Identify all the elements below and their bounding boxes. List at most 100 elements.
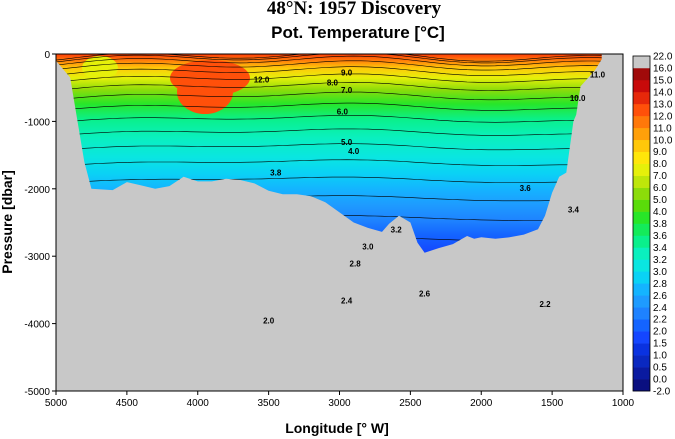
- colorbar-label: 15.0: [653, 75, 673, 86]
- chart-subtitle: Pot. Temperature [°C]: [271, 23, 445, 42]
- contour-label: 2.0: [263, 317, 275, 326]
- colorbar-label: 0.0: [653, 375, 667, 386]
- contour-label: 2.8: [350, 259, 362, 268]
- y-tick-label: -3000: [24, 252, 50, 263]
- contour-line: [56, 60, 602, 71]
- contour-label: 6.0: [337, 108, 349, 117]
- colorbar-swatch: [633, 139, 650, 153]
- colorbar-swatch: [633, 115, 650, 129]
- y-tick-label: -1000: [24, 117, 50, 128]
- x-tick-label: 3000: [328, 398, 351, 409]
- contour-line: [56, 159, 602, 167]
- colorbar-swatch: [633, 199, 650, 212]
- contour-label: 8.0: [327, 79, 339, 88]
- colorbar-swatch: [633, 307, 650, 320]
- x-tick-label: 2000: [470, 398, 493, 409]
- contour-line: [56, 66, 602, 76]
- x-tick-label: 4000: [187, 398, 210, 409]
- colorbar-swatch: [633, 67, 650, 81]
- colorbar-label: 3.4: [653, 243, 667, 254]
- colorbar-swatch: [633, 235, 650, 248]
- x-axis-label: Longitude [° W]: [285, 420, 389, 436]
- colorbar-label: 11.0: [653, 123, 672, 134]
- colorbar-label: 2.2: [653, 315, 667, 326]
- colorbar-label: 2.6: [653, 291, 667, 302]
- contour-label: 3.8: [270, 168, 282, 177]
- x-tick-label: 4500: [116, 398, 139, 409]
- contour-label: 11.0: [590, 71, 606, 80]
- x-tick-label: 1000: [612, 398, 635, 409]
- colorbar-swatch: [633, 367, 650, 380]
- colorbar-frame: [632, 55, 651, 392]
- contour-line: [56, 176, 602, 184]
- colorbar: -2.00.00.51.01.52.02.22.42.62.83.03.23.4…: [632, 52, 673, 398]
- contour-label: 2.6: [419, 290, 431, 299]
- colorbar-label: 16.0: [653, 63, 673, 74]
- colorbar-label: 3.0: [653, 267, 667, 278]
- contour-label: 12.0: [254, 75, 270, 84]
- colorbar-swatch: [633, 79, 650, 93]
- contour-line: [56, 54, 602, 62]
- colorbar-label: 7.0: [653, 171, 667, 182]
- colorbar-label: 2.0: [653, 327, 667, 338]
- colorbar-swatch: [633, 163, 650, 176]
- colorbar-label: 14.0: [653, 87, 673, 98]
- colorbar-swatch: [633, 211, 650, 224]
- contour-label: 10.0: [570, 94, 586, 103]
- colorbar-swatch: [633, 91, 650, 105]
- contour-labels: 11.0 10.0 12.0 9.08.07.0 6.0 5.04.0 3.8 3.6 3.4 3…: [254, 69, 606, 326]
- colorbar-swatch: [633, 295, 650, 308]
- y-tick-label: -5000: [24, 387, 50, 398]
- contour-label: 5.0: [341, 138, 353, 147]
- deep-water-patches: [82, 56, 250, 114]
- contour-line: [56, 73, 602, 83]
- colorbar-label: 12.0: [653, 111, 673, 122]
- colorbar-label: 3.6: [653, 231, 667, 242]
- contour-label: 7.0: [341, 86, 353, 95]
- contour-label: 9.0: [341, 69, 353, 78]
- colorbar-label: 8.0: [653, 159, 667, 170]
- contour-label: 4.0: [348, 147, 360, 156]
- y-axis: 0 -1000 -2000 -3000 -4000 -5000: [24, 50, 56, 398]
- colorbar-swatch: [633, 319, 650, 332]
- colorbar-swatch: [633, 127, 650, 141]
- contour-label: 3.4: [568, 205, 580, 214]
- x-tick-label: 1500: [541, 398, 564, 409]
- colorbar-swatch: [633, 271, 650, 284]
- y-tick-label: 0: [44, 50, 50, 61]
- colorbar-swatch: [633, 187, 650, 200]
- colorbar-swatch: [633, 151, 650, 164]
- chart-title: 48°N: 1957 Discovery: [267, 0, 442, 19]
- contour-line: [56, 81, 602, 91]
- colorbar-label: 22.0: [653, 52, 673, 63]
- colorbar-swatch: [633, 283, 650, 296]
- colorbar-label: 4.0: [653, 207, 667, 218]
- colorbar-swatch: [633, 103, 650, 117]
- y-tick-label: -2000: [24, 185, 50, 196]
- colorbar-label: 6.0: [653, 183, 667, 194]
- warm-core-upper: [170, 60, 250, 96]
- colorbar-swatch: [633, 259, 650, 272]
- colorbar-swatch: [633, 247, 650, 260]
- contour-label: 3.6: [520, 184, 532, 193]
- x-axis: 5000 4500 4000 3500 3000 2500 2000 1500 1000: [45, 391, 635, 409]
- contour-label: 3.0: [362, 242, 374, 251]
- colorbar-swatch: [633, 379, 650, 392]
- colorbar-swatch: [633, 56, 650, 69]
- colorbar-swatch: [633, 223, 650, 236]
- colorbar-label: 13.0: [653, 99, 673, 110]
- colorbar-label: -2.0: [653, 387, 671, 398]
- contour-label: 2.4: [341, 296, 353, 305]
- colorbar-label: 1.0: [653, 351, 667, 362]
- colorbar-swatch: [633, 331, 650, 344]
- contour-line: [56, 55, 602, 67]
- contour-line: [56, 102, 602, 111]
- colorbar-label: 10.0: [653, 135, 673, 146]
- contour-label: 3.2: [391, 226, 403, 235]
- contour-line: [56, 143, 602, 151]
- colorbar-label: 5.0: [653, 195, 667, 206]
- colorbar-label: 3.2: [653, 255, 667, 266]
- x-tick-label: 3500: [258, 398, 281, 409]
- contour-line: [56, 115, 602, 123]
